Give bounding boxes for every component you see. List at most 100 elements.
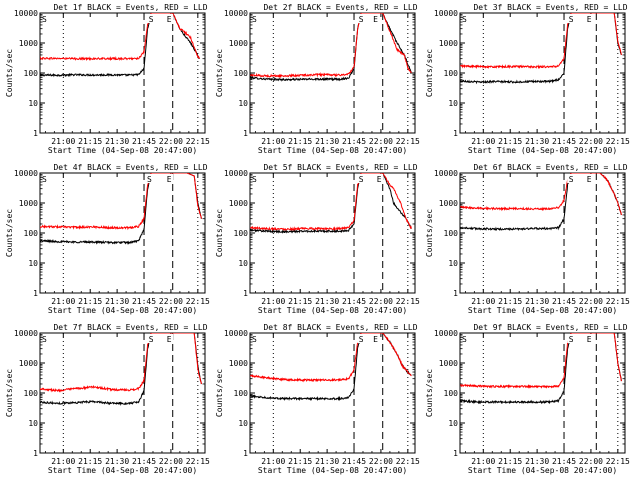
detector-panel-3: Det 3f BLACK = Events, RED = LLD 1 10 100 10…: [425, 3, 630, 155]
x-axis-label: Start Time (04-Sep-08 20:47:00): [48, 306, 197, 315]
x-tick-label: 21:30: [315, 457, 339, 466]
x-tick-label: 21:45: [342, 297, 366, 306]
y-tick-label: 10000: [224, 329, 248, 338]
series-line-lld: [250, 13, 412, 79]
marker-label-s: S: [359, 15, 364, 24]
series-line-events: [40, 333, 202, 406]
y-tick-label: 10000: [14, 329, 38, 338]
y-tick-label: 1000: [19, 39, 38, 48]
y-axis-label: Counts/sec: [5, 49, 14, 97]
x-tick-label: 21:45: [552, 457, 576, 466]
x-tick-label: 21:45: [132, 137, 156, 146]
y-axis-label: Counts/sec: [425, 369, 434, 417]
marker-bg: [165, 334, 174, 343]
y-tick-label: 1: [453, 289, 458, 298]
x-tick-label: 21:00: [471, 457, 495, 466]
y-tick-label: 100: [24, 389, 39, 398]
x-tick-label: 21:00: [51, 457, 75, 466]
x-tick-label: 21:00: [261, 137, 285, 146]
detector-panel-4: Det 4f BLACK = Events, RED = LLD 1 10 100 10…: [5, 163, 210, 315]
y-tick-label: 1: [33, 129, 38, 138]
x-tick-label: 22:00: [579, 297, 603, 306]
y-tick-label: 100: [234, 229, 249, 238]
x-tick-label: 22:15: [396, 297, 420, 306]
x-tick-label: 21:15: [78, 137, 102, 146]
series-line-lld: [40, 173, 202, 231]
y-tick-label: 10: [448, 259, 458, 268]
corner-marker: S: [252, 335, 257, 344]
x-tick-label: 21:15: [288, 297, 312, 306]
y-tick-label: 1: [243, 449, 248, 458]
x-tick-label: 21:30: [525, 137, 549, 146]
x-tick-label: 21:45: [552, 137, 576, 146]
corner-marker: S: [462, 335, 467, 344]
marker-label-s: S: [359, 335, 364, 344]
x-tick-label: 21:30: [525, 457, 549, 466]
marker-bg: [357, 334, 366, 343]
series-line-events: [40, 13, 201, 78]
panel-title: Det 4f BLACK = Events, RED = LLD: [53, 163, 207, 172]
x-tick-label: 22:00: [579, 137, 603, 146]
x-tick-label: 22:15: [606, 137, 630, 146]
marker-label-e: E: [167, 15, 172, 24]
series-line-events: [250, 173, 412, 234]
y-tick-label: 1: [33, 449, 38, 458]
panel-title: Det 3f BLACK = Events, RED = LLD: [473, 3, 627, 12]
marker-label-s: S: [569, 335, 574, 344]
y-axis-label: Counts/sec: [5, 209, 14, 257]
y-tick-label: 100: [24, 69, 39, 78]
x-tick-label: 21:15: [78, 457, 102, 466]
x-tick-label: 22:00: [159, 297, 183, 306]
series-line-lld: [460, 13, 622, 70]
x-tick-label: 21:15: [288, 457, 312, 466]
x-tick-label: 22:15: [186, 457, 210, 466]
y-tick-label: 10000: [434, 169, 458, 178]
x-axis-label: Start Time (04-Sep-08 20:47:00): [468, 306, 617, 315]
panel-title: Det 8f BLACK = Events, RED = LLD: [263, 323, 417, 332]
x-tick-label: 22:00: [159, 457, 183, 466]
x-tick-label: 21:00: [261, 297, 285, 306]
x-axis-label: Start Time (04-Sep-08 20:47:00): [48, 146, 197, 155]
marker-bg: [567, 334, 576, 343]
x-tick-label: 21:45: [342, 457, 366, 466]
series-line-lld: [460, 173, 622, 215]
marker-bg: [371, 14, 380, 23]
marker-label-e: E: [587, 15, 592, 24]
marker-label-e: E: [167, 175, 172, 184]
x-tick-label: 21:00: [51, 297, 75, 306]
x-axis-label: Start Time (04-Sep-08 20:47:00): [468, 146, 617, 155]
corner-marker: S: [252, 15, 257, 24]
y-tick-label: 10: [238, 99, 248, 108]
plot-frame: [39, 12, 206, 134]
detector-panel-8: Det 8f BLACK = Events, RED = LLD 1 10 100 10…: [215, 323, 420, 475]
x-tick-label: 21:00: [261, 457, 285, 466]
detector-panel-1: Det 1f BLACK = Events, RED = LLD 1 10 100 10…: [5, 3, 210, 155]
x-tick-label: 22:00: [579, 457, 603, 466]
x-tick-label: 21:15: [78, 297, 102, 306]
plot-frame: [39, 332, 206, 454]
marker-bg: [585, 174, 594, 183]
x-tick-label: 21:15: [498, 457, 522, 466]
series-line-lld: [250, 173, 412, 232]
marker-label-e: E: [167, 335, 172, 344]
x-tick-label: 21:00: [51, 137, 75, 146]
marker-bg: [165, 174, 174, 183]
plot-frame: [459, 332, 626, 454]
marker-label-s: S: [149, 15, 154, 24]
y-axis-label: Counts/sec: [215, 209, 224, 257]
x-tick-label: 21:15: [498, 297, 522, 306]
panel-title: Det 6f BLACK = Events, RED = LLD: [473, 163, 627, 172]
series-line-events: [250, 333, 412, 402]
y-tick-label: 10: [448, 99, 458, 108]
x-tick-label: 21:30: [105, 297, 129, 306]
y-tick-label: 10000: [434, 329, 458, 338]
plot-frame: [459, 12, 626, 134]
detector-panel-6: Det 6f BLACK = Events, RED = LLD 1 10 100 10…: [425, 163, 630, 315]
corner-marker: S: [42, 335, 47, 344]
marker-bg: [357, 174, 366, 183]
x-tick-label: 21:30: [315, 137, 339, 146]
x-axis-label: Start Time (04-Sep-08 20:47:00): [258, 466, 407, 475]
plot-frame: [39, 172, 206, 294]
marker-label-s: S: [569, 175, 574, 184]
